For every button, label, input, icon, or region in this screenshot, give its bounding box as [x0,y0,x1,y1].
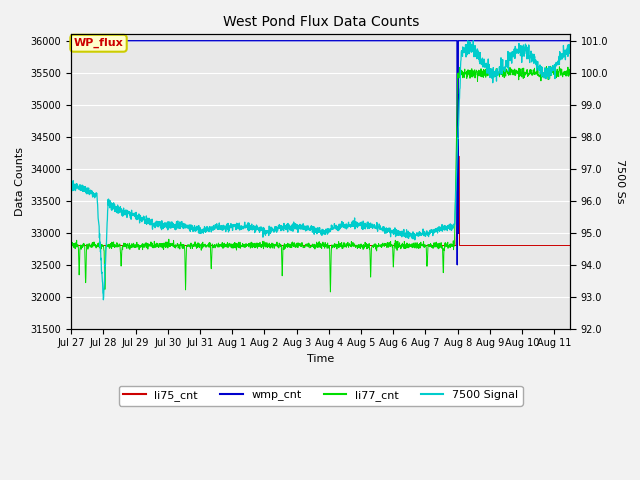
Title: West Pond Flux Data Counts: West Pond Flux Data Counts [223,15,419,29]
Text: WP_flux: WP_flux [74,38,124,48]
Legend: li75_cnt, wmp_cnt, li77_cnt, 7500 Signal: li75_cnt, wmp_cnt, li77_cnt, 7500 Signal [119,386,523,406]
Y-axis label: Data Counts: Data Counts [15,147,25,216]
Y-axis label: 7500 Ss: 7500 Ss [615,159,625,204]
X-axis label: Time: Time [307,354,335,364]
